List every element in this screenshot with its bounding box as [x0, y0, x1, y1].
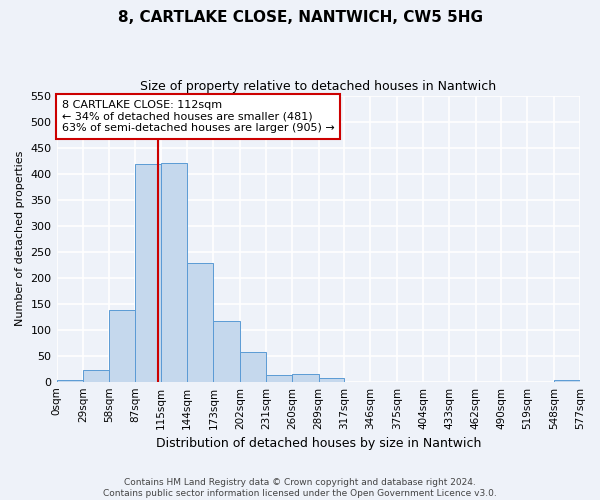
Bar — [266, 375, 292, 382]
Bar — [56, 380, 83, 382]
Text: 8, CARTLAKE CLOSE, NANTWICH, CW5 5HG: 8, CARTLAKE CLOSE, NANTWICH, CW5 5HG — [118, 10, 482, 25]
Text: 8 CARTLAKE CLOSE: 112sqm
← 34% of detached houses are smaller (481)
63% of semi-: 8 CARTLAKE CLOSE: 112sqm ← 34% of detach… — [62, 100, 335, 133]
Title: Size of property relative to detached houses in Nantwich: Size of property relative to detached ho… — [140, 80, 496, 93]
Bar — [292, 374, 319, 382]
X-axis label: Distribution of detached houses by size in Nantwich: Distribution of detached houses by size … — [155, 437, 481, 450]
Bar — [240, 352, 266, 382]
Y-axis label: Number of detached properties: Number of detached properties — [15, 151, 25, 326]
Bar — [214, 321, 240, 382]
Bar — [109, 310, 136, 382]
Text: Contains HM Land Registry data © Crown copyright and database right 2024.
Contai: Contains HM Land Registry data © Crown c… — [103, 478, 497, 498]
Bar — [319, 378, 344, 382]
Bar — [136, 164, 161, 382]
Bar — [83, 370, 109, 382]
Bar — [161, 163, 187, 382]
Bar — [554, 380, 580, 382]
Bar — [187, 263, 214, 382]
